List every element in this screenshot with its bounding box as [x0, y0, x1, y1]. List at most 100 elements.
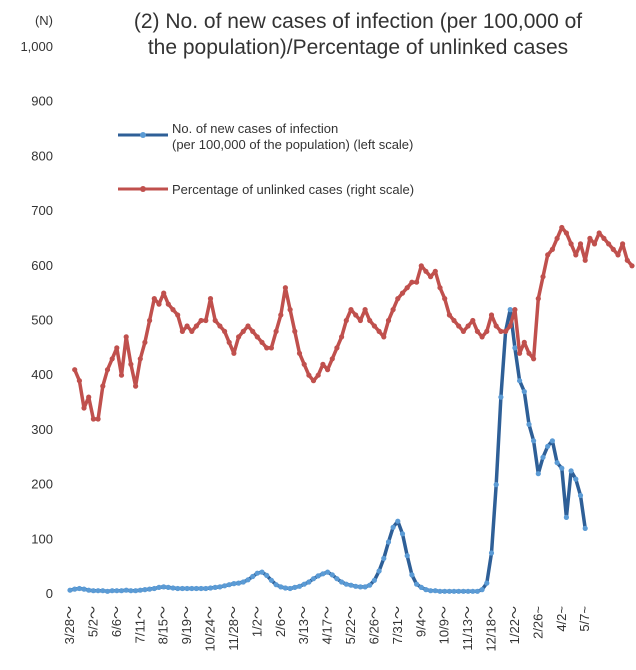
series-point-0 — [385, 539, 392, 545]
series-point-1 — [123, 334, 129, 340]
series-point-1 — [414, 279, 420, 285]
series-point-0 — [390, 524, 396, 530]
legend-marker-cases — [140, 132, 146, 138]
series-point-0 — [222, 583, 228, 589]
series-line-0 — [68, 307, 587, 594]
series-point-1 — [278, 312, 284, 318]
y-tick-label: 0 — [46, 586, 53, 601]
series-point-0 — [254, 570, 260, 576]
series-point-0 — [161, 584, 167, 590]
series-point-0 — [268, 577, 274, 583]
series-point-0 — [296, 583, 303, 589]
series-point-0 — [362, 584, 368, 590]
series-point-1 — [315, 372, 321, 378]
series-point-0 — [156, 584, 162, 591]
series-point-0 — [118, 588, 125, 594]
series-point-0 — [526, 421, 532, 427]
series-point-1 — [554, 235, 560, 241]
series-point-0 — [151, 585, 157, 592]
series-point-1 — [128, 361, 134, 367]
series-point-0 — [545, 443, 551, 449]
x-tick-label: 4/2~ — [554, 606, 569, 632]
series-point-1 — [446, 312, 452, 318]
series-point-0 — [399, 531, 406, 537]
series-point-0 — [414, 581, 420, 587]
series-point-0 — [418, 584, 424, 591]
series-point-0 — [446, 588, 452, 594]
y-tick-label: 600 — [31, 258, 53, 273]
series-point-0 — [104, 588, 111, 594]
series-point-1 — [371, 323, 377, 329]
series-point-1 — [343, 317, 349, 324]
series-point-0 — [306, 579, 312, 585]
series-point-1 — [292, 328, 298, 334]
series-point-1 — [591, 241, 598, 247]
series-point-1 — [521, 339, 527, 345]
series-point-0 — [147, 586, 153, 592]
series-point-0 — [86, 587, 92, 593]
series-point-1 — [465, 323, 471, 329]
y-tick-label: 700 — [31, 203, 53, 218]
x-tick-label: 2/26~ — [530, 606, 545, 639]
y-tick-label: 400 — [31, 367, 53, 382]
legend-label-unlinked: Percentage of unlinked cases (right scal… — [172, 182, 414, 197]
chart-title-line-1: (2) No. of new cases of infection (per 1… — [134, 10, 582, 33]
series-point-0 — [301, 581, 307, 587]
series-point-0 — [573, 476, 579, 482]
series-point-1 — [367, 317, 373, 324]
y-axis-unit: (N) — [35, 13, 53, 28]
x-tick-label: 11/13～ — [460, 606, 475, 651]
series-point-0 — [67, 587, 73, 593]
series-point-0 — [315, 573, 321, 579]
series-point-1 — [339, 334, 345, 340]
series-point-1 — [526, 350, 532, 356]
series-point-0 — [381, 555, 387, 562]
series-point-0 — [371, 577, 377, 583]
series-point-1 — [95, 416, 101, 422]
x-tick-label: 8/15～ — [156, 606, 171, 644]
series-point-0 — [226, 582, 232, 588]
series-point-1 — [549, 246, 556, 252]
series-point-1 — [137, 356, 143, 362]
series-point-1 — [535, 296, 541, 302]
series-point-0 — [367, 582, 373, 588]
series-point-0 — [521, 389, 527, 395]
series-point-0 — [114, 588, 120, 594]
x-tick-label: 2/6～ — [273, 606, 288, 637]
series-point-1 — [624, 257, 630, 263]
series-point-1 — [399, 290, 406, 296]
series-point-1 — [460, 328, 466, 334]
series-point-0 — [343, 581, 349, 587]
series-point-1 — [348, 307, 354, 313]
series-point-1 — [559, 224, 565, 231]
series-point-0 — [179, 585, 185, 592]
series-point-0 — [357, 584, 363, 590]
series-point-1 — [273, 328, 279, 334]
series-point-0 — [203, 585, 209, 592]
x-tick-label: 5/7~ — [577, 606, 592, 632]
series-point-1 — [577, 241, 584, 247]
series-point-0 — [451, 588, 457, 594]
series-point-0 — [549, 438, 556, 444]
series-point-1 — [563, 230, 570, 236]
series-point-0 — [488, 550, 495, 556]
x-tick-label: 3/28～ — [62, 606, 77, 644]
series-point-1 — [498, 328, 504, 334]
series-point-0 — [212, 584, 218, 591]
legend-marker-unlinked — [140, 186, 146, 192]
series-point-1 — [287, 307, 293, 313]
series-point-0 — [320, 571, 326, 577]
series-point-1 — [418, 263, 424, 269]
series-point-1 — [296, 350, 303, 356]
series-point-1 — [193, 323, 199, 329]
series-point-0 — [137, 587, 143, 593]
series-point-1 — [442, 296, 448, 302]
series-point-0 — [568, 468, 574, 474]
series-point-1 — [133, 383, 139, 389]
series-point-0 — [554, 460, 560, 466]
series-point-1 — [540, 274, 546, 280]
series-point-1 — [395, 296, 401, 302]
series-point-1 — [236, 334, 242, 340]
x-tick-label: 10/9～ — [437, 606, 452, 644]
